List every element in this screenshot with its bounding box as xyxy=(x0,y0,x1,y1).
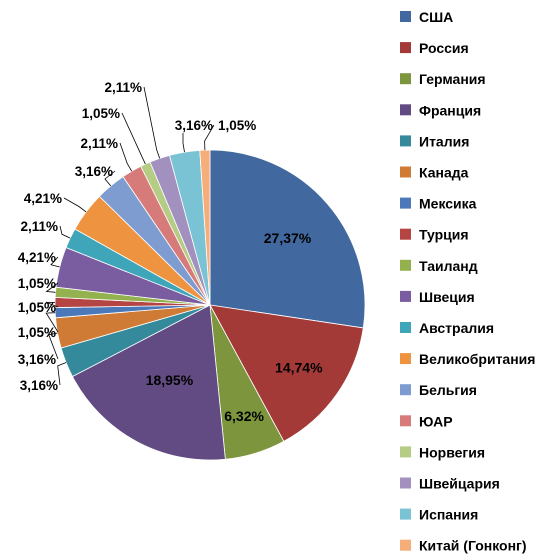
data-label-11: 4,21% xyxy=(24,191,62,206)
legend-label-13: ЮАР xyxy=(419,413,453,429)
legend-label-1: Россия xyxy=(419,40,469,56)
leader-line-16 xyxy=(182,133,185,153)
legend-swatch-6 xyxy=(400,197,411,209)
legend-swatch-12 xyxy=(400,384,411,396)
leader-line-4 xyxy=(57,362,67,386)
legend-swatch-10 xyxy=(400,322,411,333)
legend: США Россия Германия Франция Италия Канада Мекс… xyxy=(400,9,535,554)
leader-line-10 xyxy=(59,225,71,239)
pie-slice-1 xyxy=(209,304,364,442)
legend-label-15: Швейцария xyxy=(419,476,500,492)
legend-swatch-5 xyxy=(400,166,411,178)
legend-label-17: Китай (Гонконг) xyxy=(419,538,527,554)
legend-label-14: Норвегия xyxy=(419,444,485,460)
leader-line-11 xyxy=(63,197,87,213)
legend-swatch-8 xyxy=(400,259,411,271)
data-label-8: 1,05% xyxy=(18,276,56,291)
legend-swatch-0 xyxy=(400,11,411,22)
legend-label-12: Бельгия xyxy=(419,382,477,398)
legend-label-3: Франция xyxy=(419,102,481,118)
legend-swatch-9 xyxy=(400,290,411,302)
leader-line-5 xyxy=(48,332,59,360)
legend-swatch-11 xyxy=(400,353,411,365)
legend-label-11: Великобритания xyxy=(419,351,535,367)
data-label-0: 27,37% xyxy=(264,230,312,246)
legend-label-8: Таиланд xyxy=(419,258,478,274)
data-label-2: 6,32% xyxy=(224,408,264,424)
legend-label-16: Испания xyxy=(419,507,478,523)
data-label-3: 18,95% xyxy=(146,372,194,388)
data-label-13: 2,11% xyxy=(80,136,118,151)
legend-label-6: Мексика xyxy=(419,196,477,212)
pie-slice-0 xyxy=(209,149,366,329)
legend-swatch-2 xyxy=(400,73,411,85)
leader-line-12 xyxy=(104,170,116,187)
data-label-6: 1,05% xyxy=(18,325,56,340)
legend-swatch-1 xyxy=(400,42,411,54)
legend-label-9: Швеция xyxy=(419,289,475,305)
pie-slice-3 xyxy=(71,304,226,461)
data-label-4: 3,16% xyxy=(20,378,58,393)
data-label-10: 2,11% xyxy=(20,219,58,234)
leader-line-9 xyxy=(50,256,60,268)
data-label-7: 1,05% xyxy=(18,300,56,315)
pie-slices xyxy=(54,149,366,461)
data-labels: 27,37% 14,74% 6,32% 18,95% 3,16% 3,16% 1,05% 1,… xyxy=(18,80,323,424)
legend-label-2: Германия xyxy=(419,71,486,87)
data-label-15: 2,11% xyxy=(104,80,142,95)
data-label-5: 3,16% xyxy=(18,352,56,367)
data-label-14: 1,05% xyxy=(82,106,120,121)
leader-line-8 xyxy=(45,282,59,293)
data-label-17: 1,05% xyxy=(218,118,256,133)
legend-swatch-17 xyxy=(400,539,411,551)
leader-line-15 xyxy=(143,86,161,159)
leader-line-13 xyxy=(119,142,133,172)
leader-line-6 xyxy=(45,312,59,333)
legend-label-7: Турция xyxy=(419,227,469,243)
legend-label-10: Австралия xyxy=(419,320,494,336)
legend-label-4: Италия xyxy=(419,133,469,149)
data-label-1: 14,74% xyxy=(275,359,323,375)
leader-line-17 xyxy=(204,124,215,151)
legend-swatch-3 xyxy=(400,104,411,116)
leader-line-14 xyxy=(121,112,146,165)
data-label-9: 4,21% xyxy=(18,250,56,265)
legend-swatch-16 xyxy=(400,508,411,520)
data-label-16: 3,16% xyxy=(175,118,213,133)
legend-swatch-4 xyxy=(400,135,411,147)
leader-lines xyxy=(45,86,215,386)
data-label-12: 3,16% xyxy=(75,164,113,179)
leader-line-7 xyxy=(45,301,59,308)
legend-swatch-7 xyxy=(400,228,411,240)
legend-label-5: Канада xyxy=(419,165,469,181)
legend-label-0: США xyxy=(419,9,453,25)
legend-swatch-14 xyxy=(400,446,411,458)
legend-swatch-15 xyxy=(400,477,411,489)
legend-swatch-13 xyxy=(400,415,411,427)
